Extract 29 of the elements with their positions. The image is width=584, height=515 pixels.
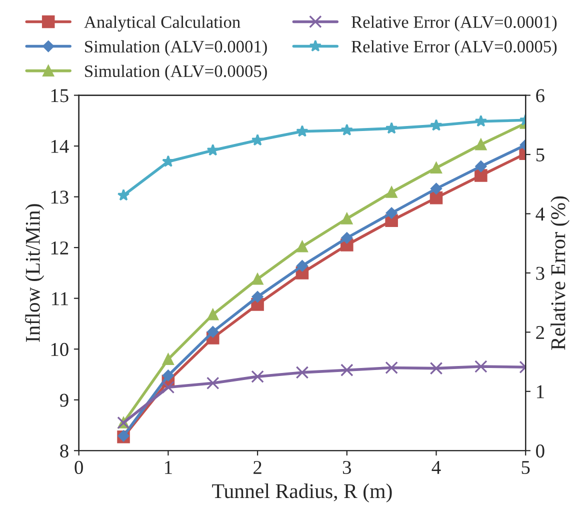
y2-tick-label: 0 — [536, 444, 544, 458]
x-tick-label: 5 — [522, 461, 530, 474]
y2-tick-label: 5 — [536, 148, 544, 162]
y-axis-title: Inflow (Lit/Min) — [25, 204, 44, 342]
x-tick-label: 0 — [74, 460, 83, 474]
x-axis-title: Tunnel Radius, R (m) — [212, 484, 392, 502]
y-tick-label: 12 — [51, 241, 68, 254]
y2-tick-label: 4 — [536, 208, 545, 220]
y2-tick-label: 1 — [537, 385, 544, 398]
y2-tick-label: 3 — [536, 266, 544, 280]
y2-tick-label: 6 — [536, 89, 544, 102]
x-tick-label: 2 — [254, 460, 262, 474]
y2-axis-title: Relative Error (%) — [550, 196, 570, 350]
x-tick-label: 3 — [342, 460, 351, 474]
y-tick-label: 11 — [52, 292, 68, 306]
x-tick-label: 4 — [432, 461, 441, 474]
legend-label: Simulation (ALV=0.0005) — [85, 64, 267, 81]
legend-label: Relative Error (ALV=0.0005) — [352, 40, 557, 56]
y-tick-label: 15 — [51, 89, 68, 102]
y-tick-label: 9 — [60, 394, 68, 407]
legend-label: Analytical Calculation — [84, 16, 240, 32]
legend-label: Relative Error (ALV=0.0001) — [352, 16, 557, 32]
y-tick-label: 13 — [51, 190, 68, 204]
y2-tick-label: 2 — [536, 326, 544, 339]
y-tick-label: 10 — [51, 342, 68, 356]
y-tick-label: 14 — [51, 140, 69, 153]
legend-label: Simulation (ALV=0.0001) — [85, 40, 267, 56]
x-tick-label: 1 — [165, 461, 172, 474]
y-tick-label: 8 — [60, 444, 68, 458]
